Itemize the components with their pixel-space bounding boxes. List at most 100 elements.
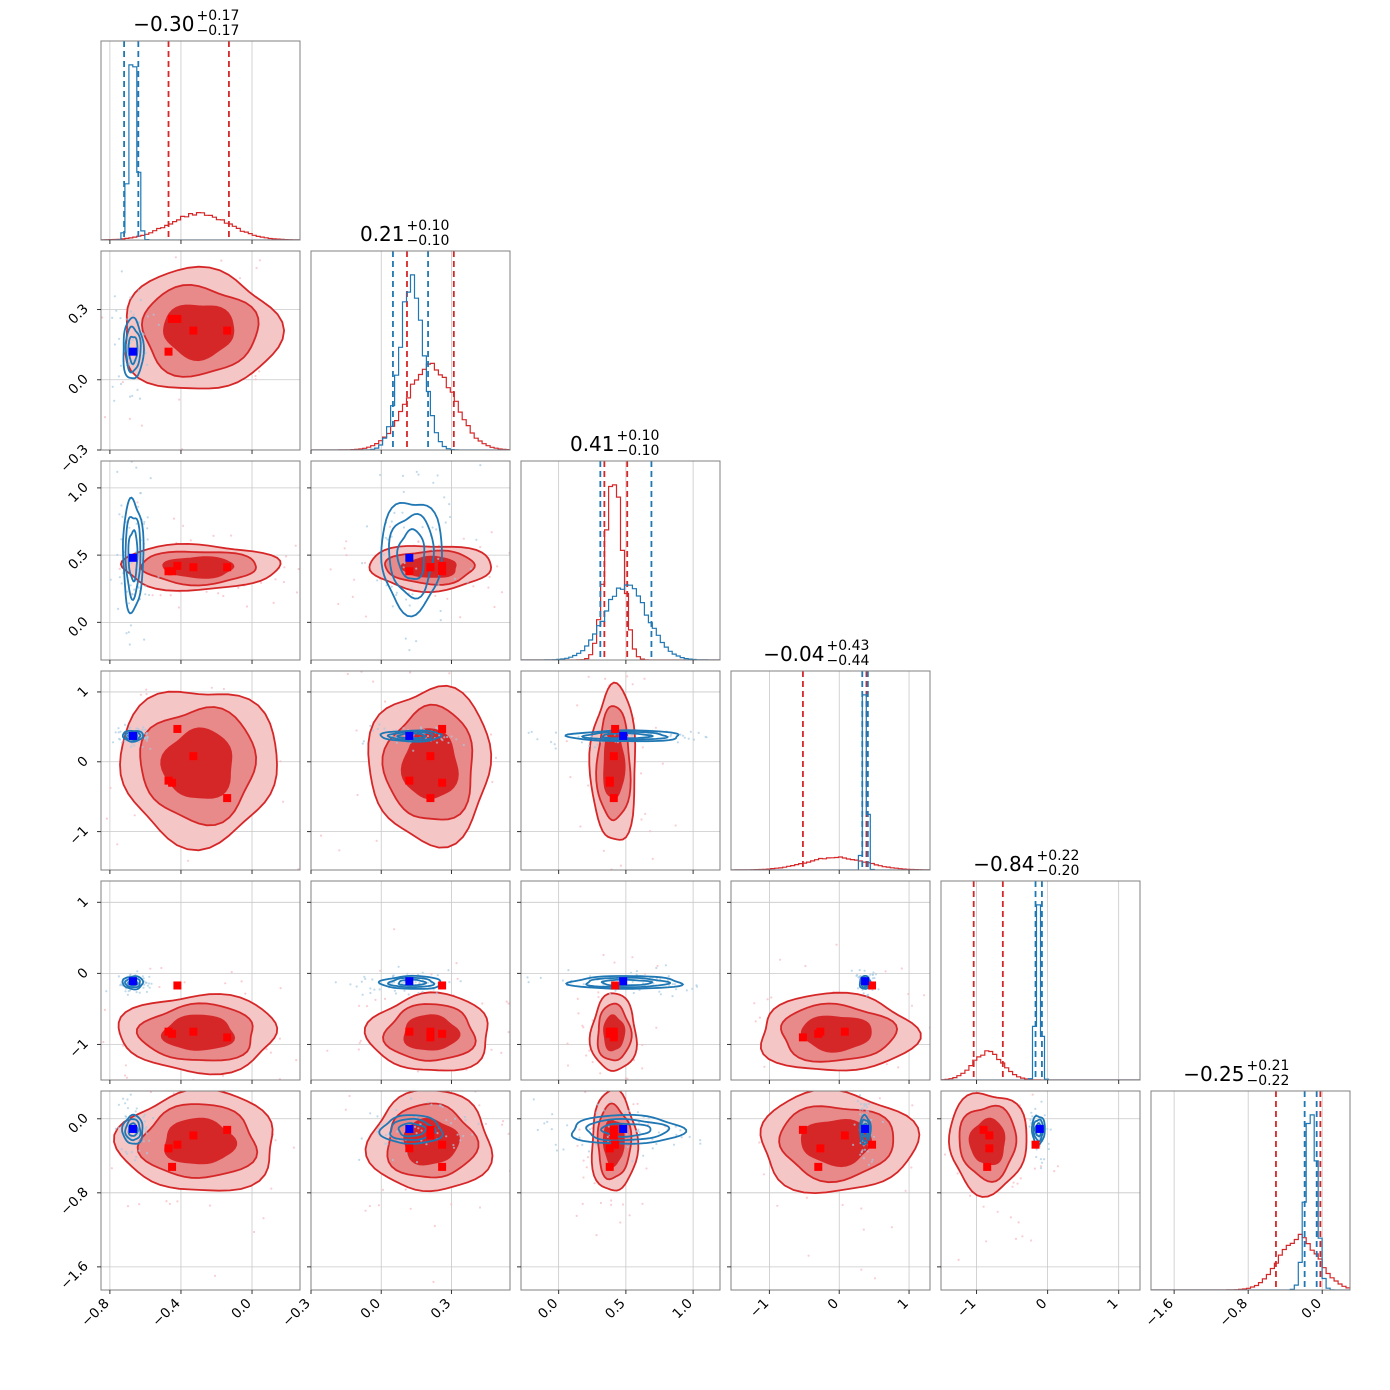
- sample-point: [749, 738, 751, 740]
- sample-point: [1021, 1235, 1024, 1238]
- sample-point: [421, 990, 424, 993]
- sample-point: [390, 585, 393, 588]
- sample-point: [283, 566, 286, 569]
- sample-point: [671, 995, 674, 998]
- sample-point: [143, 732, 146, 735]
- sample-point: [373, 988, 376, 991]
- sample-point: [124, 1102, 127, 1105]
- sample-point: [805, 1196, 808, 1199]
- sample-point: [956, 1172, 959, 1175]
- sample-point: [290, 653, 292, 655]
- sample-point: [369, 991, 372, 995]
- contour-line-red: [603, 727, 626, 799]
- sample-point: [524, 1021, 526, 1023]
- title-lower-error: −0.22: [1247, 1073, 1290, 1089]
- sample-point: [626, 1145, 630, 1149]
- sample-point: [145, 731, 148, 735]
- sample-point: [393, 989, 396, 992]
- sample-point: [222, 594, 225, 598]
- sample-point: [1034, 1107, 1037, 1110]
- sample-point: [208, 1204, 212, 1207]
- sample-point: [94, 662, 96, 664]
- sample-point: [530, 730, 533, 734]
- sample-point: [172, 517, 176, 520]
- sample-point: [295, 602, 297, 604]
- sample-point: [456, 1133, 459, 1136]
- sample-point: [116, 470, 119, 473]
- sample-point: [496, 1101, 498, 1103]
- panel-frame-3-2: [520, 670, 721, 871]
- sample-point: [185, 1297, 187, 1299]
- sample-point: [431, 381, 433, 383]
- sample-point: [1017, 1221, 1020, 1224]
- contour-line-blue: [388, 512, 435, 600]
- sample-point: [103, 416, 107, 419]
- sample-point: [860, 1268, 863, 1271]
- sample-point: [490, 1048, 493, 1051]
- sample-point: [630, 734, 634, 737]
- sample-point: [402, 566, 405, 569]
- sample-point: [501, 1123, 504, 1126]
- sample-point: [117, 975, 120, 978]
- sample-point: [710, 1204, 712, 1206]
- sample-point: [120, 741, 123, 744]
- sample-point: [337, 1024, 339, 1026]
- sample-point: [494, 756, 498, 760]
- sample-point: [390, 520, 393, 523]
- sample-point: [464, 1119, 467, 1122]
- marker-red: [438, 981, 447, 990]
- sample-point: [142, 522, 146, 526]
- sample-point: [335, 316, 337, 318]
- sample-point: [996, 1210, 999, 1213]
- contour-line-blue: [121, 730, 144, 743]
- sample-point: [511, 1074, 513, 1076]
- marker-blue: [405, 1124, 414, 1133]
- sample-point: [105, 817, 108, 820]
- sample-point: [597, 995, 600, 999]
- sample-point: [593, 1182, 596, 1185]
- contour-line-red: [113, 1091, 274, 1192]
- sample-point: [135, 522, 138, 525]
- sample-point: [699, 1142, 702, 1145]
- sample-point: [397, 965, 400, 968]
- contour-line-red: [759, 1091, 921, 1195]
- contour-line-red: [368, 545, 493, 594]
- sample-point: [687, 737, 690, 740]
- panel-grid-3-3: [769, 671, 910, 870]
- sample-point: [178, 398, 181, 401]
- contour-line-red: [140, 283, 260, 378]
- sample-point: [681, 734, 685, 737]
- sample-point: [217, 592, 220, 595]
- sample-point: [168, 1202, 171, 1205]
- sample-point: [550, 1128, 553, 1131]
- sample-point: [585, 1166, 588, 1169]
- panel-frame-5-1: [310, 1090, 511, 1291]
- sample-point: [262, 1217, 265, 1220]
- sample-point: [441, 1105, 444, 1108]
- sample-point: [357, 662, 359, 664]
- contour-line-red: [778, 1105, 895, 1184]
- sample-point: [146, 538, 149, 541]
- panel-frame-3-3: [730, 670, 931, 871]
- sample-point: [143, 1120, 146, 1123]
- x-tick-label: −0.3: [279, 1296, 313, 1330]
- sample-point: [144, 728, 147, 731]
- sample-point: [184, 663, 186, 665]
- contour-line-red: [160, 1014, 236, 1051]
- sample-point: [435, 992, 438, 995]
- contour-line-red: [588, 681, 637, 841]
- x-tick-label: 1: [1104, 1296, 1121, 1313]
- sample-point: [456, 977, 459, 980]
- sample-point: [554, 731, 558, 734]
- sample-point: [370, 349, 372, 351]
- marker-blue: [128, 731, 137, 740]
- sample-point: [161, 1092, 163, 1094]
- sample-point: [610, 1199, 613, 1202]
- sample-point: [145, 1132, 148, 1135]
- sample-point: [582, 1159, 585, 1162]
- marker-red: [979, 1125, 988, 1134]
- sample-point: [640, 818, 643, 821]
- histogram-red: [311, 362, 510, 450]
- sample-point: [661, 762, 664, 765]
